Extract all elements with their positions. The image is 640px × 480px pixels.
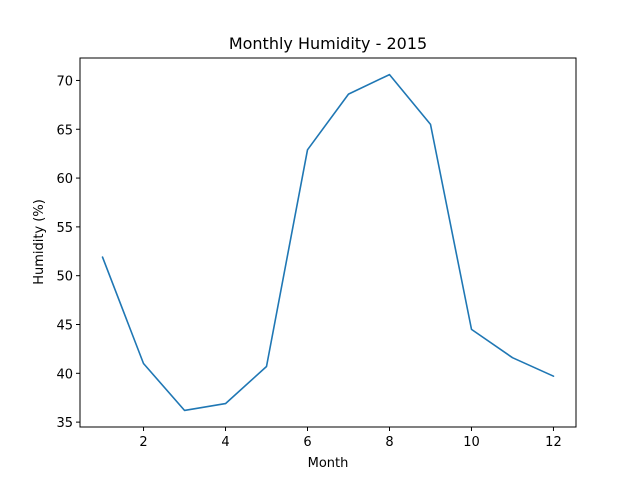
x-tick-label: 2	[139, 435, 147, 450]
x-axis: 2 4 6 8 10 12	[139, 427, 562, 450]
plot-area-frame	[79, 57, 577, 428]
y-tick-label: 50	[56, 270, 73, 285]
y-tick-label: 55	[56, 221, 73, 236]
x-tick-label: 4	[221, 435, 229, 450]
x-tick-label: 8	[385, 435, 393, 450]
y-tick-label: 65	[56, 123, 73, 138]
x-tick-label: 6	[303, 435, 311, 450]
x-tick-label: 12	[545, 435, 562, 450]
x-tick-label: 10	[463, 435, 480, 450]
y-tick-label: 60	[56, 172, 73, 187]
y-tick-label: 35	[56, 416, 73, 431]
x-axis-label: Month	[308, 456, 349, 471]
chart-title: Monthly Humidity - 2015	[229, 34, 427, 53]
y-axis-label: Humidity (%)	[32, 199, 47, 285]
humidity-series-line	[101, 73, 555, 412]
y-tick-label: 40	[56, 367, 73, 382]
y-tick-label: 45	[56, 319, 73, 334]
y-axis: 35 40 45 50 55 60 65 70	[56, 74, 80, 431]
series-layer	[101, 73, 555, 412]
y-tick-label: 70	[56, 74, 73, 89]
